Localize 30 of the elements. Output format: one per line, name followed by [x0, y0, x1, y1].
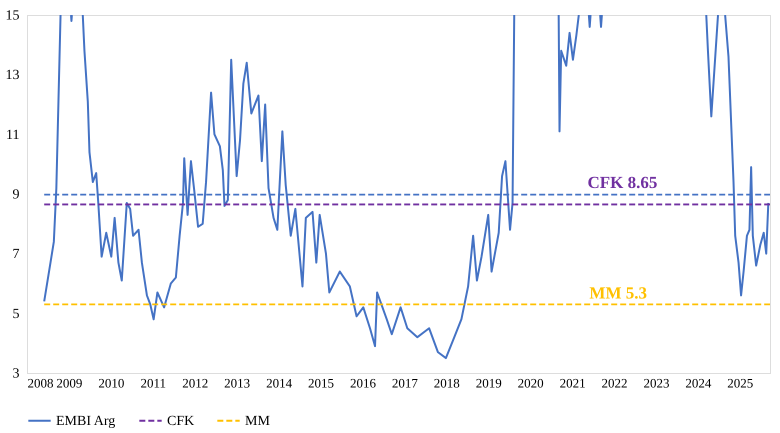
annotation: CFK 8.65	[587, 173, 658, 192]
y-tick-label: 9	[12, 188, 20, 202]
x-tick-label: 2013	[224, 376, 250, 390]
x-tick-label: 2020	[518, 376, 544, 390]
x-tick-label: 2014	[266, 376, 293, 390]
x-tick-label: 2019	[476, 376, 502, 390]
legend-label: CFK	[167, 414, 194, 429]
x-tick-label: 2024	[685, 376, 712, 390]
x-tick-label: 2018	[434, 376, 460, 390]
y-tick-label: 13	[6, 68, 20, 84]
y-tick-label: 11	[6, 128, 20, 143]
x-tick-label: 2022	[602, 376, 628, 390]
x-tick-label: 2012	[182, 376, 208, 390]
y-tick-label: 7	[12, 247, 20, 262]
x-tick-label: 2008	[28, 376, 54, 390]
y-tick-label: 5	[12, 306, 20, 322]
y-tick-label: 15	[6, 8, 20, 24]
x-tick-label: 2021	[560, 376, 586, 390]
x-tick-label: 2016	[350, 376, 376, 390]
annotation: MM 5.3	[589, 283, 648, 302]
legend-label: EMBI Arg	[56, 414, 116, 429]
y-tick-label: 3	[12, 366, 20, 382]
x-tick-label: 2011	[140, 376, 166, 390]
x-tick-label: 2025	[727, 376, 754, 390]
x-tick-label: 2017	[392, 376, 418, 390]
legend-label: MM	[245, 414, 270, 429]
x-tick-label: 2009	[56, 376, 82, 390]
x-tick-label: 2015	[308, 376, 334, 390]
x-tick-label: 2023	[643, 376, 670, 390]
x-tick-label: 2010	[98, 376, 124, 390]
